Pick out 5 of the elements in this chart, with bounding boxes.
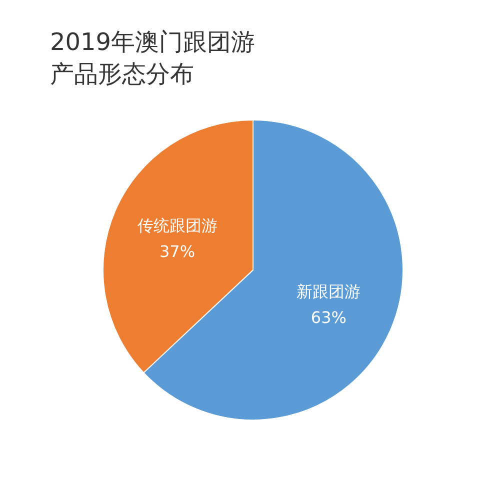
data-label: 37% bbox=[160, 242, 196, 262]
title: 2019年澳门跟团游产品形态分布 bbox=[50, 28, 256, 88]
slice-label: 传统跟团游 bbox=[137, 216, 218, 236]
data-label: 63% bbox=[310, 308, 346, 327]
slice-label: 新跟团游 bbox=[296, 282, 361, 301]
